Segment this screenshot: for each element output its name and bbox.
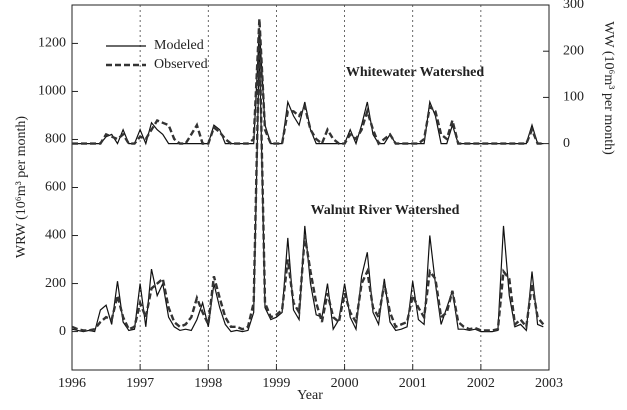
y2-tick-label: 300 bbox=[563, 0, 584, 12]
y2-tick-label: 0 bbox=[563, 136, 570, 151]
series-line bbox=[71, 45, 544, 333]
y2-tick-label: 200 bbox=[563, 43, 584, 58]
y-tick-label: 1200 bbox=[38, 36, 66, 51]
plot-frame bbox=[71, 4, 550, 371]
y-tick-label: 200 bbox=[45, 276, 66, 291]
y2-axis-label: WW (10⁶m³ per month) bbox=[601, 21, 616, 155]
x-tick-label: 1998 bbox=[194, 376, 222, 391]
annotation: Walnut River Watershed bbox=[311, 203, 460, 218]
x-tick-label: 2002 bbox=[467, 376, 495, 391]
x-tick-label: 1999 bbox=[262, 376, 290, 391]
legend-label: Observed bbox=[154, 57, 208, 72]
y-tick-label: 600 bbox=[45, 180, 66, 195]
annotation: Whitewater Watershed bbox=[346, 65, 485, 80]
series-line bbox=[72, 18, 544, 146]
x-tick-label: 1997 bbox=[126, 376, 154, 391]
x-tick-label: 2001 bbox=[399, 376, 427, 391]
y-tick-label: 800 bbox=[45, 132, 66, 147]
x-tick-label: 1996 bbox=[58, 376, 86, 391]
y-axis-label: WRW (10⁶m³ per month) bbox=[14, 116, 29, 259]
legend-label: Modeled bbox=[154, 38, 204, 53]
y2-tick-label: 100 bbox=[563, 90, 584, 105]
y-tick-label: 1000 bbox=[38, 84, 66, 99]
series-line bbox=[71, 33, 545, 332]
x-tick-label: 2003 bbox=[535, 376, 563, 391]
x-tick-label: 2000 bbox=[331, 376, 359, 391]
y-tick-label: 0 bbox=[59, 324, 66, 339]
y-tick-label: 400 bbox=[45, 228, 66, 243]
x-axis-label: Year bbox=[297, 388, 323, 403]
